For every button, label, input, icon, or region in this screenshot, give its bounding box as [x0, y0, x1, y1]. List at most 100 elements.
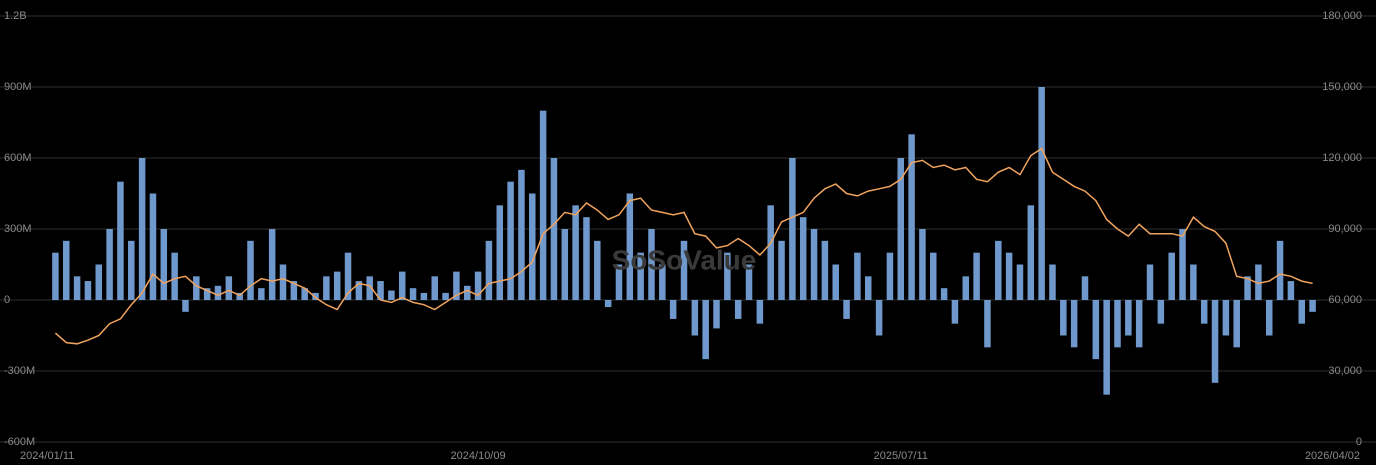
- bar: [1125, 300, 1132, 336]
- bar: [875, 300, 883, 336]
- bar: [583, 217, 590, 300]
- bar: [149, 193, 157, 300]
- bar: [962, 276, 970, 300]
- bar: [258, 288, 265, 300]
- bar: [95, 264, 103, 300]
- bar: [724, 252, 731, 300]
- y-tick-label: 600M: [4, 152, 32, 164]
- bar: [1103, 300, 1110, 395]
- bar: [604, 300, 612, 308]
- bar: [745, 264, 753, 300]
- y-tick-label: 900M: [4, 81, 32, 93]
- x-tick-label: 2024/01/11: [20, 450, 74, 462]
- bar: [886, 252, 894, 300]
- bar: [106, 229, 113, 300]
- bar: [171, 252, 178, 300]
- bar: [864, 276, 872, 300]
- bar: [203, 288, 211, 300]
- bar: [193, 276, 200, 300]
- bar: [377, 281, 384, 300]
- y2-tick-label: 0: [1356, 436, 1362, 448]
- bar: [236, 292, 243, 300]
- bar: [615, 264, 623, 300]
- bar: [1309, 300, 1316, 312]
- bar: [756, 300, 764, 324]
- bar: [128, 240, 135, 300]
- bar: [138, 158, 146, 300]
- bar: [810, 229, 818, 300]
- bar: [333, 271, 341, 300]
- x-tick-label: 2024/10/09: [451, 450, 506, 462]
- bar: [290, 281, 298, 300]
- y2-tick-label: 150,000: [1322, 81, 1362, 93]
- y2-tick-label: 30,000: [1328, 365, 1362, 377]
- bar: [496, 205, 504, 300]
- x-tick-label: 2026/04/02: [1305, 450, 1360, 462]
- bar: [52, 252, 59, 300]
- bar: [507, 181, 514, 300]
- bar: [691, 300, 699, 336]
- bar: [73, 276, 81, 300]
- bar: [561, 229, 569, 300]
- bar: [843, 300, 850, 319]
- bar: [485, 240, 493, 300]
- bar: [550, 158, 558, 300]
- bar: [268, 229, 276, 300]
- bar: [1168, 252, 1175, 300]
- bar: [1060, 300, 1067, 336]
- bar: [594, 240, 601, 300]
- bar: [854, 252, 861, 300]
- bar: [160, 229, 168, 300]
- bar: [951, 300, 959, 324]
- bar: [1146, 264, 1154, 300]
- bar: [1287, 281, 1295, 300]
- bar: [908, 134, 915, 300]
- bar: [984, 300, 991, 348]
- bar: [84, 281, 92, 300]
- bar: [1244, 276, 1251, 300]
- bar: [474, 271, 482, 300]
- bar: [117, 181, 124, 300]
- y-tick-label: -300M: [4, 365, 35, 377]
- bar: [182, 300, 189, 312]
- bar: [1049, 264, 1056, 300]
- bar: [1157, 300, 1165, 324]
- bar: [1255, 264, 1262, 300]
- bar: [539, 110, 547, 301]
- bar: [214, 285, 222, 300]
- bar: [1222, 300, 1230, 336]
- bar: [1200, 300, 1208, 324]
- bar: [930, 252, 937, 300]
- bar: [247, 240, 254, 300]
- bar: [799, 217, 807, 300]
- bar: [1276, 240, 1284, 300]
- price-line: [54, 147, 1313, 345]
- bar: [1038, 87, 1045, 300]
- bar: [529, 193, 536, 300]
- bar: [767, 205, 774, 300]
- bar: [388, 290, 395, 300]
- bar: [973, 252, 980, 300]
- bar: [1233, 300, 1240, 348]
- y2-tick-label: 120,000: [1322, 152, 1362, 164]
- bar: [463, 285, 471, 300]
- bar: [702, 300, 709, 360]
- y-tick-label: 0: [4, 294, 10, 306]
- bar: [626, 193, 634, 300]
- y-tick-label: 1.2B: [4, 10, 27, 22]
- bar: [680, 240, 688, 300]
- y2-tick-label: 60,000: [1328, 294, 1362, 306]
- bar: [713, 300, 720, 329]
- bar: [1005, 252, 1013, 300]
- bar: [1298, 300, 1305, 324]
- x-tick-label: 2025/07/11: [874, 450, 928, 462]
- bar: [453, 271, 460, 300]
- bar: [1265, 300, 1273, 336]
- bar: [1179, 229, 1186, 300]
- bar: [572, 205, 579, 300]
- bar: [1135, 300, 1143, 348]
- bar: [323, 276, 330, 300]
- watermark: SoSoValue: [612, 244, 757, 275]
- bar: [312, 292, 319, 300]
